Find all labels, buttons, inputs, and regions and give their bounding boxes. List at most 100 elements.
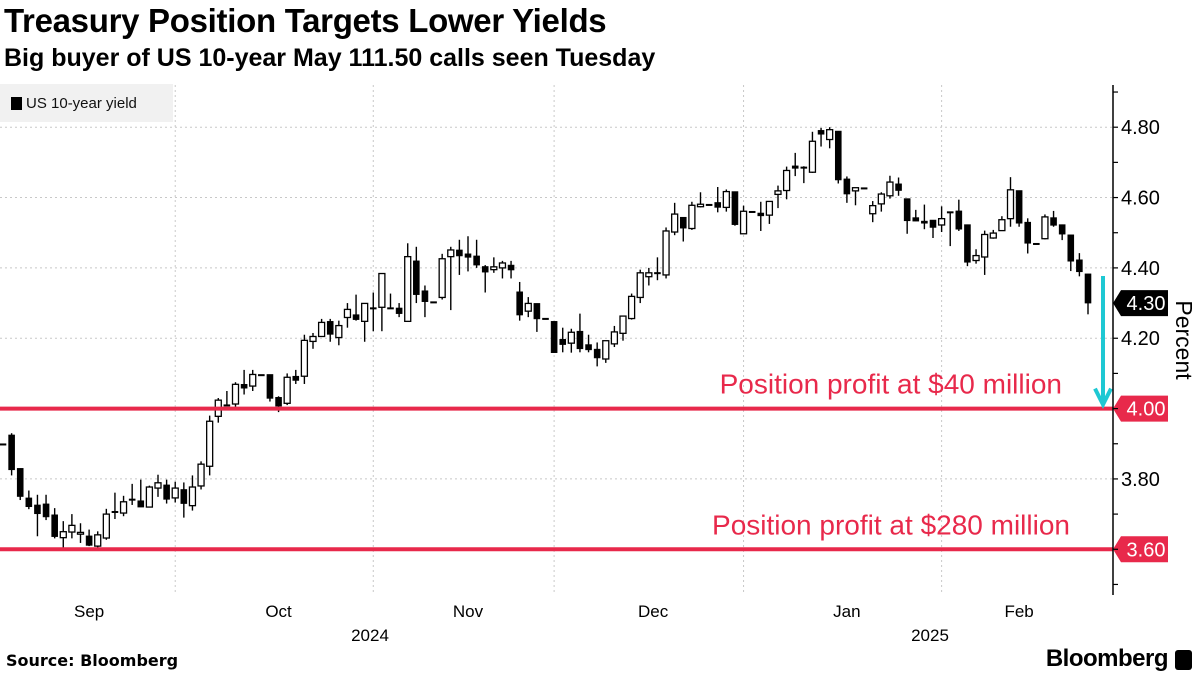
- candle-body-down: [921, 220, 928, 224]
- candle: [352, 294, 360, 321]
- target-value-tag: [1113, 536, 1168, 563]
- candles: [0, 127, 1092, 550]
- candle-body-down: [413, 260, 420, 295]
- x-axis: Sep Oct Nov Dec Jan Feb 2024 2025: [74, 602, 1034, 645]
- candle: [430, 301, 437, 304]
- candle: [705, 203, 713, 206]
- candle-body-down: [137, 500, 145, 508]
- chart-title: Treasury Position Targets Lower Yields: [4, 2, 607, 39]
- candle-body-up: [739, 210, 748, 235]
- candle-body-up: [662, 230, 670, 276]
- candle: [602, 340, 610, 363]
- candle: [524, 297, 532, 318]
- candle-body-up: [188, 486, 197, 507]
- candle-body-down: [895, 183, 902, 191]
- candle: [567, 328, 575, 353]
- candle: [636, 269, 644, 304]
- candle: [757, 201, 765, 231]
- candle: [1076, 253, 1083, 277]
- candle-body-up: [404, 255, 412, 323]
- candle: [817, 127, 825, 147]
- candle: [826, 127, 834, 149]
- candle-body-up: [1041, 216, 1049, 240]
- candle: [0, 443, 7, 446]
- candle-body-down: [275, 397, 282, 407]
- candle-body-down: [593, 348, 601, 359]
- candle-body-down: [955, 210, 963, 230]
- candle: [946, 211, 954, 247]
- candle: [335, 320, 343, 346]
- candle: [395, 303, 403, 318]
- candle: [1006, 177, 1015, 227]
- bloomberg-terminal-icon: [1175, 650, 1192, 670]
- legend: US 10-year yield: [0, 84, 173, 122]
- candle-body-up: [361, 302, 369, 323]
- candle-body-up: [171, 487, 179, 499]
- candle: [42, 494, 50, 521]
- y-tick-label: 4.60: [1121, 188, 1160, 210]
- candle-body-up: [619, 315, 627, 334]
- candle-body-up: [490, 266, 498, 271]
- candle-body-down: [946, 211, 954, 214]
- candle: [739, 205, 748, 235]
- candle-body-down: [585, 344, 592, 351]
- candle-body-down: [51, 514, 58, 537]
- candle: [404, 243, 412, 323]
- candle-body-down: [791, 165, 799, 169]
- candle: [206, 415, 214, 476]
- candle: [782, 166, 791, 200]
- candle: [464, 236, 472, 272]
- candle-body-up: [206, 420, 214, 467]
- candle: [490, 257, 498, 273]
- candle: [283, 373, 291, 406]
- candle: [731, 191, 739, 226]
- x-tick-label: Nov: [453, 602, 484, 621]
- y-tick-label: 4.40: [1121, 258, 1160, 280]
- candle-body-up: [145, 486, 154, 508]
- candle-body-up: [1006, 189, 1015, 220]
- source-note: Source: Bloomberg: [6, 651, 179, 670]
- candle: [921, 204, 928, 230]
- candle-body-up: [94, 534, 102, 547]
- candle-body-up: [154, 482, 162, 489]
- candle-body-up: [378, 272, 386, 308]
- candle-body-down: [369, 307, 377, 310]
- candle-body-down: [912, 217, 920, 222]
- candle-body-down: [266, 374, 274, 399]
- candle: [34, 494, 41, 537]
- candle-body-up: [119, 501, 128, 514]
- candle: [610, 325, 619, 348]
- candle-body-down: [1050, 217, 1057, 226]
- y-tick-label: 4.20: [1121, 328, 1160, 350]
- candle: [593, 342, 601, 367]
- candle-body-up: [610, 331, 619, 345]
- candle-body-down: [1084, 273, 1092, 304]
- candle-body-down: [964, 224, 971, 263]
- candle: [654, 257, 661, 281]
- candle: [851, 187, 860, 206]
- x-tick-label: Feb: [1004, 602, 1033, 621]
- candle-body-up: [886, 181, 894, 197]
- candle-body-down: [85, 535, 93, 546]
- candle: [1024, 218, 1032, 254]
- candle: [188, 475, 197, 511]
- candle: [361, 302, 369, 342]
- candle-body-down: [292, 375, 300, 381]
- candle: [576, 313, 584, 353]
- candle: [1033, 242, 1040, 245]
- candle: [258, 374, 265, 377]
- candle-body-down: [128, 498, 136, 501]
- candle: [154, 474, 162, 497]
- candle-body-up: [59, 531, 67, 539]
- candle-body-up: [300, 339, 309, 377]
- candle: [981, 230, 989, 275]
- y-tick-label: 4.80: [1121, 117, 1160, 139]
- candle: [1050, 210, 1057, 227]
- candle: [8, 433, 15, 476]
- candle-body-down: [1024, 221, 1032, 244]
- legend-label: US 10-year yield: [26, 94, 137, 112]
- candle-body-down: [507, 264, 515, 271]
- candle: [860, 187, 868, 190]
- candle: [662, 227, 670, 279]
